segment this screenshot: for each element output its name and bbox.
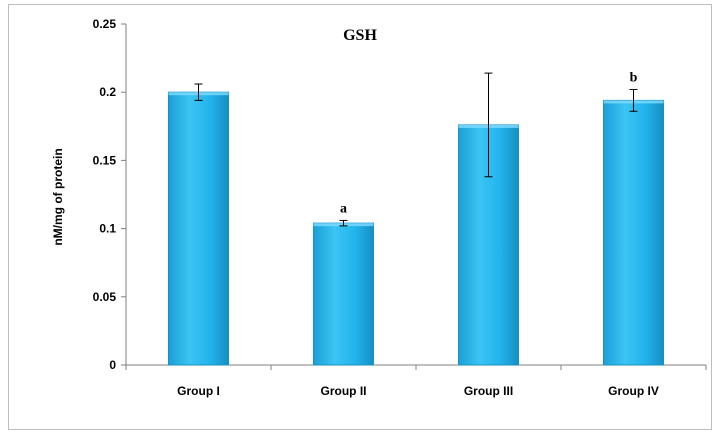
y-tick-label: 0.2 — [99, 85, 116, 99]
significance-label: b — [630, 70, 638, 85]
bar — [168, 91, 229, 366]
bars: ab — [168, 70, 664, 366]
y-tick-label: 0 — [109, 358, 116, 372]
significance-label: a — [340, 201, 347, 216]
x-category-label: Group II — [321, 384, 367, 398]
y-tick-label: 0.05 — [93, 290, 117, 304]
y-tick-label: 0.25 — [93, 17, 117, 31]
bar — [313, 222, 374, 366]
y-axis-label: nM/mg of protein — [51, 148, 65, 245]
y-tick-label: 0.15 — [93, 153, 117, 167]
bar — [603, 99, 664, 366]
x-category-label: Group III — [464, 384, 513, 398]
x-category-label: Group IV — [608, 384, 659, 398]
chart-title: GSH — [343, 27, 377, 44]
x-category-label: Group I — [177, 384, 220, 398]
y-tick-label: 0.1 — [99, 222, 116, 236]
